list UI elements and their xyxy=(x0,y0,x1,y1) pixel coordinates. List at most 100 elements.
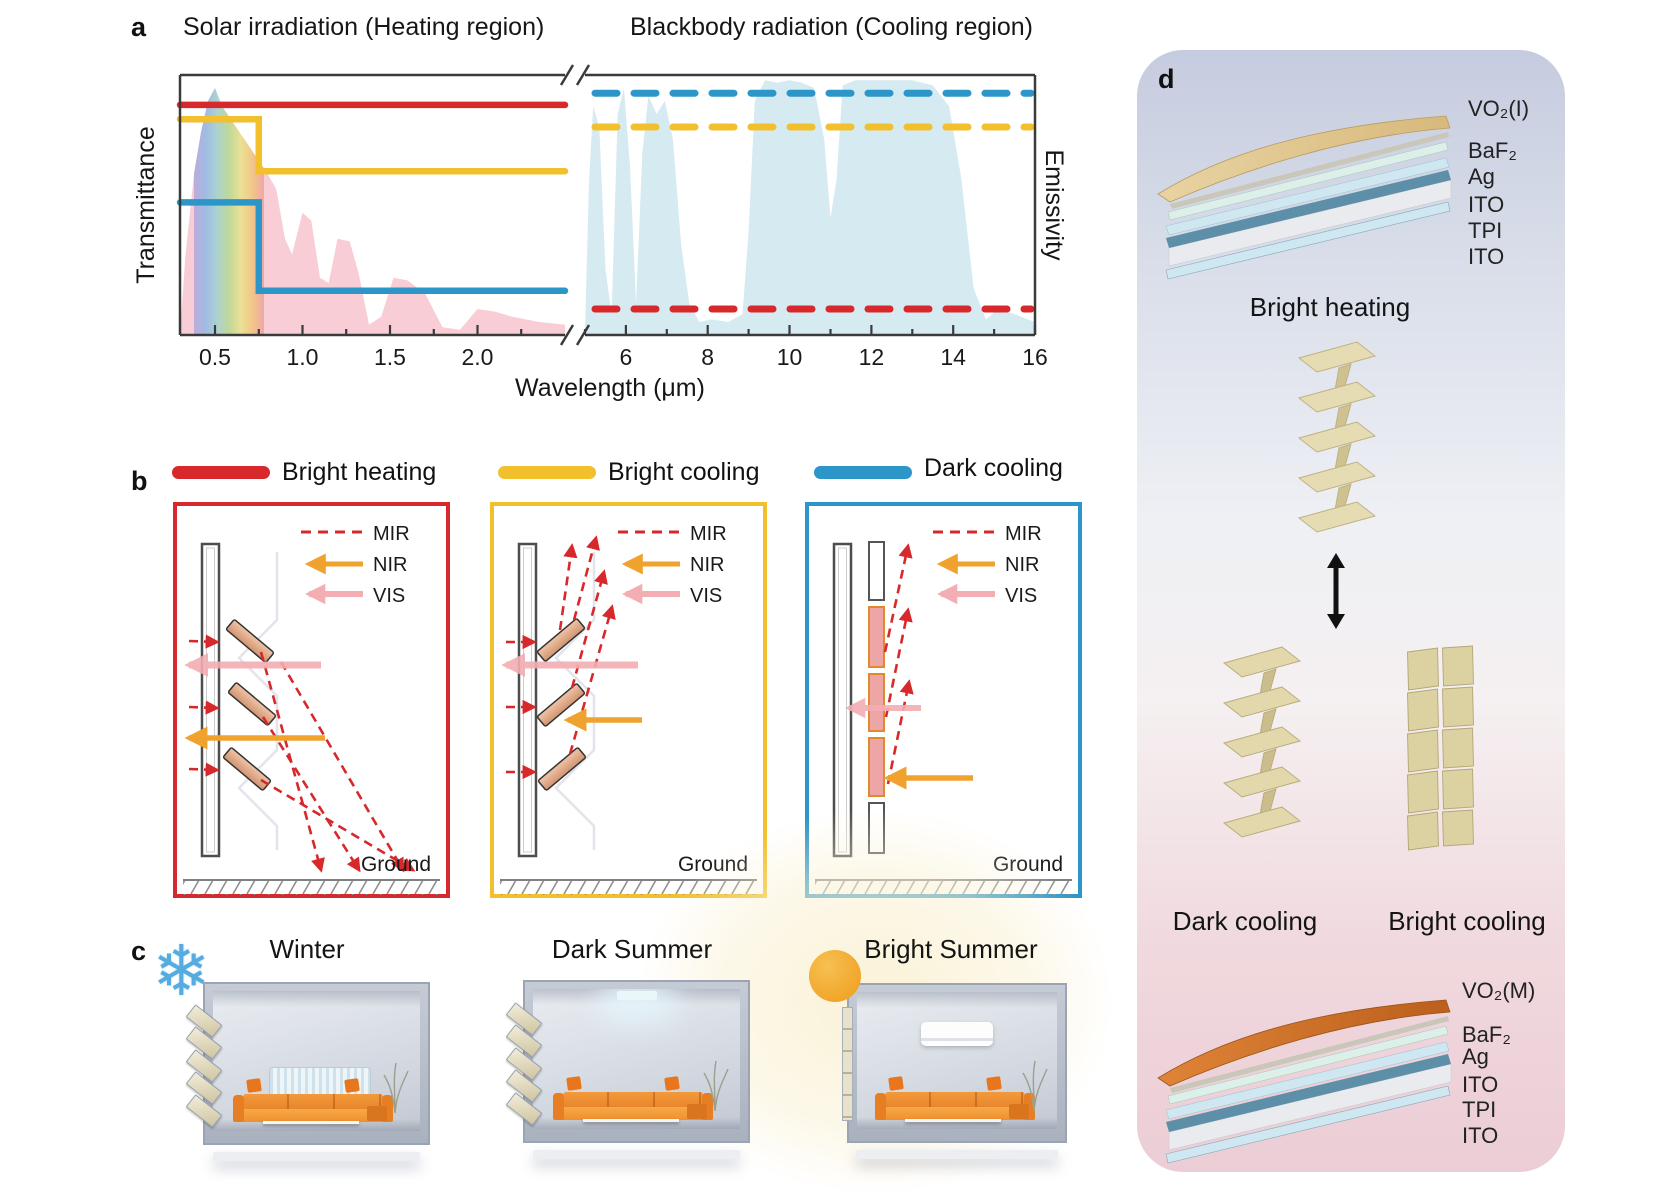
line-legend: Bright heating Bright cooling Dark cooli… xyxy=(0,454,1100,492)
svg-text:2.0: 2.0 xyxy=(462,344,494,370)
ceiling-lamp xyxy=(616,991,657,1000)
nir-legend-label: NIR xyxy=(1005,554,1039,576)
legend-swatch-bright-cooling xyxy=(498,466,596,479)
ag-layer xyxy=(1167,141,1449,221)
layer-label: Ag xyxy=(1462,1044,1489,1069)
exterior-louvers-closed xyxy=(842,1007,853,1121)
room-interior xyxy=(857,992,1057,1129)
layer-label: ITO xyxy=(1462,1123,1499,1148)
legend-label-dark-cooling: Dark cooling xyxy=(924,454,1063,482)
plant xyxy=(703,1060,729,1112)
mir-rays xyxy=(883,543,914,785)
window-pane xyxy=(517,542,538,858)
panel-a-label: a xyxy=(131,12,147,42)
tpi-layer xyxy=(1168,179,1452,267)
panel-d-label: d xyxy=(1158,64,1175,94)
panel-c-label: c xyxy=(131,936,147,966)
y-axis-label-emissivity: Emissivity xyxy=(1040,149,1068,261)
ray-legend: MIR NIR VIS xyxy=(301,523,410,607)
louver-housing-outline xyxy=(237,552,279,850)
panel-b-label: b xyxy=(131,466,148,496)
caption-bright-cooling: Bright cooling xyxy=(1388,906,1546,936)
winter-room xyxy=(185,982,430,1145)
window-pane xyxy=(200,542,221,858)
exterior-louvers-open xyxy=(505,1001,543,1126)
snowflake-icon: ❄ xyxy=(152,932,211,1010)
room-plinth xyxy=(533,1150,740,1159)
dark-summer-room xyxy=(505,980,750,1143)
room-interior xyxy=(213,991,420,1131)
ito-bottom-layer xyxy=(1165,201,1451,280)
window-pane xyxy=(832,542,853,858)
ito-layer xyxy=(1165,157,1450,236)
scene-label-dark-summer: Dark Summer xyxy=(551,934,713,964)
layer-label: BaF₂ xyxy=(1462,1022,1511,1047)
kirigami-dark-cooling-structure xyxy=(1222,646,1302,838)
svg-text:8: 8 xyxy=(701,344,714,370)
louver-slats xyxy=(536,618,587,791)
caption-dark-cooling: Dark cooling xyxy=(1172,906,1318,936)
svg-text:0.5: 0.5 xyxy=(199,344,231,370)
state-switch-arrow xyxy=(1327,553,1345,629)
legend-label-bright-heating: Bright heating xyxy=(282,458,437,486)
room-plinth xyxy=(213,1152,420,1161)
svg-text:6: 6 xyxy=(620,344,633,370)
legend-label-bright-cooling: Bright cooling xyxy=(608,458,760,486)
layer-label: VO₂(I) xyxy=(1468,96,1530,121)
panel-a-title-heating: Solar irradiation (Heating region) xyxy=(183,13,545,41)
ac-unit xyxy=(921,1022,993,1046)
mir-legend-label: MIR xyxy=(373,523,410,545)
layer-label: TPI xyxy=(1462,1097,1497,1122)
scene-label-bright-summer: Bright Summer xyxy=(864,934,1038,964)
layer-label: TPI xyxy=(1468,218,1503,243)
mir-rays xyxy=(506,535,616,780)
scene-label-winter: Winter xyxy=(269,934,345,964)
exterior-louvers-open xyxy=(185,1003,223,1128)
svg-text:14: 14 xyxy=(940,344,966,370)
vis-legend-label: VIS xyxy=(1005,585,1037,607)
layer-label: Ag xyxy=(1468,164,1495,189)
layer-label: BaF₂ xyxy=(1468,138,1517,163)
legend-swatch-dark-cooling xyxy=(814,466,912,479)
layer-label: ITO xyxy=(1468,244,1505,269)
caption-bright-heating: Bright heating xyxy=(1249,292,1411,322)
vo2-top-sheet xyxy=(1157,115,1451,203)
ito-layer xyxy=(1165,1041,1450,1120)
svg-text:1.0: 1.0 xyxy=(287,344,319,370)
mir-legend-label: MIR xyxy=(1005,523,1042,545)
svg-text:12: 12 xyxy=(859,344,885,370)
mir-legend-label: MIR xyxy=(690,523,727,545)
panel-a-title-cooling: Blackbody radiation (Cooling region) xyxy=(630,13,1034,41)
ray-legend: MIR NIR VIS xyxy=(618,523,727,607)
x-axis-title: Wavelength (μm) xyxy=(515,374,705,402)
bright-summer-room xyxy=(842,983,1067,1143)
sofa xyxy=(233,1078,393,1124)
kirigami-open-structure xyxy=(1297,341,1377,533)
layer-label: ITO xyxy=(1468,192,1505,217)
sofa xyxy=(553,1076,713,1122)
nir-legend-label: NIR xyxy=(373,554,407,576)
y-axis-label-transmittance: Transmittance xyxy=(132,126,160,284)
louver-diagram-bright-heating: MIR NIR VIS Ground xyxy=(173,502,450,898)
legend-swatch-bright-heating xyxy=(172,466,270,479)
ray-legend: MIR NIR VIS xyxy=(933,523,1042,607)
baf2-layer xyxy=(1170,132,1449,209)
ito-bottom-layer xyxy=(1165,1085,1451,1164)
sun-icon xyxy=(809,950,861,1002)
mir-rays xyxy=(188,634,416,873)
closed-louver-slats xyxy=(868,541,885,854)
baf2-layer xyxy=(1170,1016,1449,1093)
room-interior xyxy=(533,989,740,1129)
sofa xyxy=(875,1076,1035,1122)
vis-legend-label: VIS xyxy=(690,585,722,607)
louver-slats xyxy=(222,619,277,791)
ground-hatch xyxy=(183,881,440,895)
room-plinth xyxy=(856,1150,1058,1159)
vis-legend-label: VIS xyxy=(373,585,405,607)
vo2-top-sheet xyxy=(1157,999,1451,1087)
plant xyxy=(1022,1060,1048,1112)
svg-text:10: 10 xyxy=(777,344,803,370)
material-stack-vo2-metallic xyxy=(1157,999,1452,1164)
kirigami-closed-structure xyxy=(1407,645,1474,851)
